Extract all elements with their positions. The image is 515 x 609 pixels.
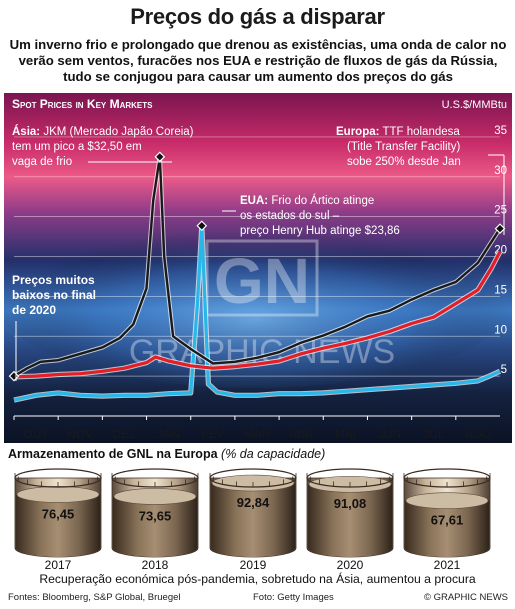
- europe-text3: sobe 250% desde Jan: [347, 156, 461, 168]
- x-tick-labels: OUT NOV DEZ JAN FEV MAR ABR MAI JUN JUL AGO: [13, 416, 492, 441]
- photo-credit: Foto: Getty Images: [253, 592, 334, 603]
- tank-fill-surface: [405, 492, 489, 509]
- x-tick-MAR: MAR: [244, 427, 271, 441]
- x-tick-JUN: JUN: [378, 427, 401, 441]
- low-text3: de 2020: [12, 303, 56, 317]
- tank-fill-bar: [16, 494, 100, 557]
- tank-value-label: 91,08: [334, 496, 367, 511]
- series-line-asia: [13, 155, 502, 378]
- storage-tanks: 76,45 2017 73,65 2018 92,84 2019 91,08 2020 67,6…: [0, 466, 515, 574]
- tank-value-label: 67,61: [431, 513, 464, 528]
- svg-text:Ásia: JKM (Mercado Japão Corei: Ásia: JKM (Mercado Japão Coreia): [12, 125, 194, 138]
- europe-label: Europa:: [336, 126, 379, 138]
- y-tick-35: 35: [494, 125, 507, 137]
- tank-group: 76,45 2017 73,65 2018 92,84 2019 91,08 2020 67,6…: [14, 468, 491, 572]
- tank-2020: 91,08 2020: [306, 468, 394, 572]
- watermark: GN GRAPHIC NEWS: [129, 239, 395, 371]
- x-tick-OUT: OUT: [23, 427, 49, 441]
- europe-text2: (Title Transfer Facility): [347, 141, 460, 153]
- tank-value-label: 92,84: [237, 495, 270, 510]
- x-tick-JUL: JUL: [423, 427, 445, 441]
- tank-fill-surface: [16, 486, 100, 503]
- y-tick-25: 25: [494, 205, 507, 217]
- usa-peak-marker: [196, 220, 208, 232]
- usa-annotation: EUA: Frio do Ártico atinge os estados do…: [222, 194, 400, 237]
- low-text1: Preços muitos: [12, 273, 95, 287]
- x-tick-ABR: ABR: [289, 427, 314, 441]
- footnote: Recuperação económica pós-pandemia, sobr…: [39, 572, 476, 586]
- page-title: Preços do gás a disparar: [130, 4, 385, 29]
- flame-glow: [4, 208, 512, 388]
- asia-annotation: Ásia: JKM (Mercado Japão Coreia) tem um …: [12, 125, 194, 168]
- europe-annotation: Europa: TTF holandesa (Title Transfer Fa…: [336, 126, 505, 235]
- tank-year-label: 2018: [142, 558, 169, 572]
- x-tick-MAI: MAI: [335, 427, 356, 441]
- y-tick-20: 20: [494, 245, 507, 257]
- page-subtitle: Um inverno frio e prolongado que drenou …: [9, 37, 507, 84]
- tank-fill-bar: [113, 496, 197, 557]
- tank-year-label: 2017: [45, 558, 72, 572]
- storage-title: Armazenamento de GNL na Europa: [8, 447, 218, 461]
- tank-2018: 73,65 2018: [111, 468, 199, 572]
- tank-2019: 92,84 2019: [209, 468, 297, 572]
- asia-text3: vaga de frio: [12, 156, 72, 168]
- tank-fill-bar: [211, 483, 295, 557]
- y-tick-30: 30: [494, 165, 507, 177]
- tank-2021: 67,61 2021: [403, 468, 491, 572]
- tank-2017: 76,45 2017: [14, 468, 102, 572]
- storage-unit: (% da capacidade): [221, 447, 326, 461]
- y-tick-labels: 5 10 15 20 25 30 35: [494, 125, 507, 376]
- storage-tanks-svg: 76,45 2017 73,65 2018 92,84 2019 91,08 2020 67,6…: [14, 468, 491, 572]
- usa-text1: Frio do Ártico atinge: [268, 194, 374, 207]
- series-line-europe: [13, 250, 502, 379]
- y-tick-5: 5: [501, 364, 507, 376]
- tank-fill-bar: [308, 484, 392, 557]
- x-tick-DEZ: DEZ: [112, 427, 136, 441]
- tank-year-label: 2021: [434, 558, 461, 572]
- asia-text2: tem um pico a $32,50 em: [12, 141, 142, 153]
- watermark-frame: [205, 239, 319, 317]
- chart-title: Spot Prices in Key Markets: [12, 97, 153, 111]
- x-tick-FEV: FEV: [201, 427, 224, 441]
- europe-text1: TTF holandesa: [379, 126, 460, 138]
- tank-fill-surface: [113, 488, 197, 505]
- svg-text:EUA: Frio do Ártico atinge: EUA: Frio do Ártico atinge: [240, 194, 374, 207]
- sources: Fontes: Bloomberg, S&P Global, Bruegel: [8, 592, 181, 603]
- usa-label: EUA:: [240, 195, 268, 207]
- series-line-usa: [13, 224, 501, 402]
- y-tick-10: 10: [494, 324, 507, 336]
- x-tick-NOV: NOV: [67, 427, 93, 441]
- usa-text3: preço Henry Hub atinge $23,86: [240, 225, 400, 237]
- usa-text2: os estados do sul –: [240, 210, 340, 222]
- y-tick-15: 15: [494, 284, 507, 296]
- watermark-gn: GN: [214, 245, 310, 317]
- tank-value-label: 73,65: [139, 508, 172, 523]
- asia-label: Ásia:: [12, 125, 40, 138]
- x-tick-AGO: AGO: [465, 427, 492, 441]
- svg-text:Europa: TTF holandesa: Europa: TTF holandesa: [336, 126, 460, 138]
- europe-end-marker: [494, 223, 506, 234]
- spot-prices-svg: GN GRAPHIC NEWS 5 10 15 20 25 30 35 OUT NOV DEZ J…: [4, 93, 512, 443]
- asia-text1: JKM (Mercado Japão Coreia): [40, 126, 194, 138]
- asia-peak-marker: [154, 151, 166, 163]
- tank-year-label: 2019: [240, 558, 267, 572]
- tank-fill-bar: [405, 500, 489, 557]
- tank-value-label: 76,45: [42, 506, 75, 521]
- low-annotation: Preços muitos baixos no final de 2020: [12, 273, 96, 381]
- series-lines: [12, 154, 503, 403]
- storage-heading: Armazenamento de GNL na Europa (% da cap…: [8, 447, 325, 461]
- spot-prices-chart: GN GRAPHIC NEWS 5 10 15 20 25 30 35 OUT NOV DEZ J…: [4, 93, 512, 443]
- graphic-news-credit: © GRAPHIC NEWS: [423, 592, 508, 603]
- tank-year-label: 2020: [337, 558, 364, 572]
- x-tick-JAN: JAN: [157, 427, 180, 441]
- low-text2: baixos no final: [12, 288, 96, 302]
- y-axis-unit: U.S.$/MMBtu: [442, 99, 507, 111]
